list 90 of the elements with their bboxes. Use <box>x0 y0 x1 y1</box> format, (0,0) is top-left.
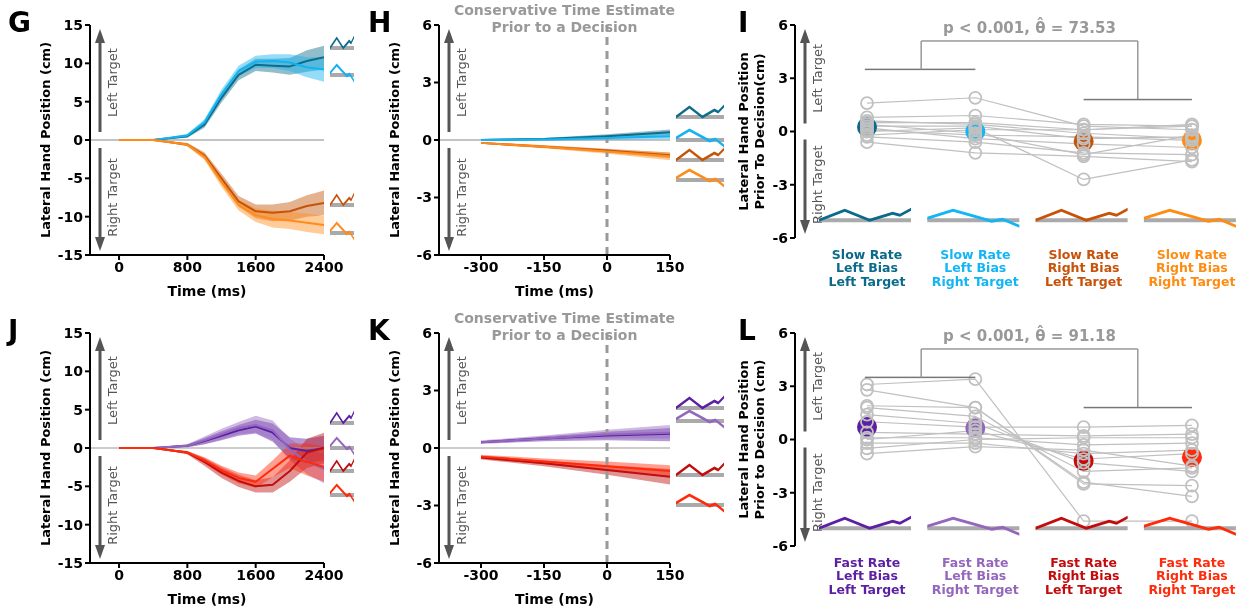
y-tick-label: -6 <box>772 229 788 246</box>
y-tick-label: 10 <box>63 363 84 380</box>
x-tick-label: Fast Rate Left Bias Right Target <box>931 555 1019 597</box>
y-tick-label: -15 <box>57 246 83 263</box>
x-tick-label: Slow Rate Right Bias Left Target <box>1045 247 1123 289</box>
x-tick-label: 2400 <box>304 566 344 583</box>
chart-title: L <box>738 314 756 347</box>
y-axis-title: Lateral Hand Position Prior To Decision(cm) <box>736 52 767 211</box>
annotation: Left Target <box>105 356 120 425</box>
y-tick-label: -5 <box>67 478 83 495</box>
y-tick-label: 0 <box>422 439 433 456</box>
annotation: Left Target <box>105 48 120 117</box>
y-tick-label: -10 <box>57 208 84 225</box>
annotation: Left Target <box>810 351 825 421</box>
x-tick-label: Fast Rate Left Bias Left Target <box>828 555 906 597</box>
annotation: Left Target <box>454 356 469 425</box>
y-tick-label: 3 <box>422 74 432 91</box>
y-tick-label: 0 <box>73 131 84 148</box>
chart-subtitle: Conservative Time Estimate Prior to a Decision <box>452 2 677 36</box>
x-tick-label: Slow Rate Right Bias Right Target <box>1148 247 1236 289</box>
x-tick-label: 2400 <box>304 258 344 275</box>
x-tick-label: 0 <box>602 566 613 583</box>
chart-subtitle: Conservative Time Estimate Prior to a Decision <box>452 310 677 344</box>
y-tick-label: -3 <box>416 497 432 514</box>
y-tick-label: -6 <box>416 246 432 263</box>
chart-title: G <box>8 6 31 39</box>
chart-title: K <box>368 314 391 347</box>
y-tick-label: -6 <box>416 554 432 571</box>
annotation: Right Target <box>810 453 825 533</box>
y-tick-label: 6 <box>422 16 432 33</box>
y-tick-label: 0 <box>73 439 84 456</box>
x-tick-label: 800 <box>172 566 203 583</box>
y-tick-label: -3 <box>772 484 788 501</box>
chart-title: J <box>6 314 19 347</box>
y-tick-label: 6 <box>778 324 788 341</box>
x-tick-label: 150 <box>655 566 685 583</box>
x-tick-label: -300 <box>463 258 499 275</box>
x-tick-label: 800 <box>172 258 203 275</box>
x-tick-label: -150 <box>526 566 562 583</box>
y-tick-label: 0 <box>778 123 789 140</box>
y-tick-label: 5 <box>73 93 83 110</box>
y-tick-label: -3 <box>416 189 432 206</box>
y-tick-label: 10 <box>63 55 84 72</box>
y-tick-label: 3 <box>422 382 432 399</box>
y-tick-label: 5 <box>73 401 83 418</box>
x-tick-label: -300 <box>463 566 499 583</box>
annotation: Left Target <box>810 43 825 113</box>
x-tick-label: Fast Rate Right Bias Right Target <box>1148 555 1236 597</box>
annotation: Right Target <box>810 145 825 225</box>
x-tick-label: 1600 <box>236 566 276 583</box>
x-axis-title: Time (ms) <box>514 283 595 299</box>
y-tick-label: 3 <box>778 378 788 395</box>
x-axis-title: Time (ms) <box>167 591 247 607</box>
y-tick-label: 6 <box>778 16 788 33</box>
y-tick-label: 15 <box>63 324 83 341</box>
y-axis-title: Lateral Hand Position (cm) <box>38 349 53 547</box>
annotation: Right Target <box>105 466 120 545</box>
y-tick-label: 0 <box>778 431 789 448</box>
y-axis-title: Lateral Hand Position Prior to Decision (cm) <box>736 359 767 520</box>
x-tick-label: 150 <box>655 258 685 275</box>
x-tick-label: 0 <box>114 258 125 275</box>
y-axis-title: Lateral Hand Position (cm) <box>38 41 53 239</box>
x-axis-title: Time (ms) <box>167 283 247 299</box>
y-tick-label: -10 <box>57 516 84 533</box>
x-tick-label: 0 <box>114 566 125 583</box>
chart-title: H <box>368 6 392 39</box>
chart-title: I <box>738 6 749 39</box>
chart-subtitle: p < 0.001, θ̂ = 91.18 <box>943 325 1116 345</box>
annotation: Left Target <box>454 48 469 117</box>
y-tick-label: -3 <box>772 176 788 193</box>
y-axis-title: Lateral Hand Position (cm) <box>387 41 402 239</box>
x-tick-label: 0 <box>602 258 613 275</box>
chart-subtitle: p < 0.001, θ̂ = 73.53 <box>943 17 1116 37</box>
y-tick-label: -15 <box>57 554 83 571</box>
x-axis-title: Time (ms) <box>514 591 595 607</box>
x-tick-label: Slow Rate Left Bias Left Target <box>828 247 906 289</box>
annotation: Right Target <box>105 158 120 237</box>
annotation: Right Target <box>454 158 469 237</box>
x-tick-label: 1600 <box>236 258 276 275</box>
x-tick-label: Slow Rate Left Bias Right Target <box>931 247 1019 289</box>
y-axis-title: Lateral Hand Position (cm) <box>387 349 402 547</box>
annotation: Right Target <box>454 466 469 545</box>
y-tick-label: 6 <box>422 324 432 341</box>
y-tick-label: -5 <box>67 170 83 187</box>
y-tick-label: 0 <box>422 131 433 148</box>
x-tick-label: -150 <box>526 258 562 275</box>
y-tick-label: -6 <box>772 537 788 554</box>
x-tick-label: Fast Rate Right Bias Left Target <box>1045 555 1123 597</box>
y-tick-label: 15 <box>63 16 83 33</box>
y-tick-label: 3 <box>778 70 788 87</box>
